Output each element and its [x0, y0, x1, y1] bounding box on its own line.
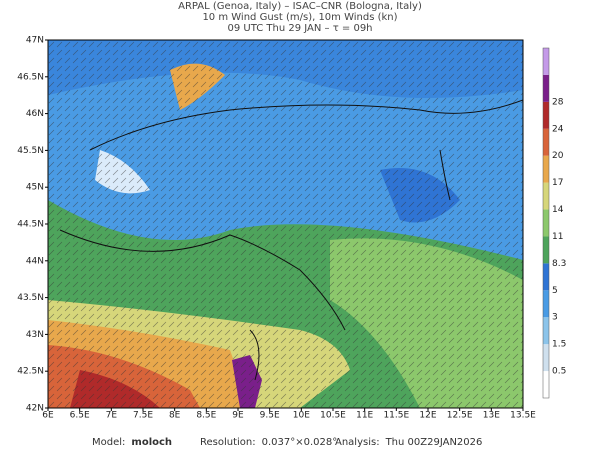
- wind-field: [48, 40, 523, 408]
- lon-label: 10E: [293, 411, 310, 421]
- lon-label: 8E: [169, 411, 181, 421]
- footer-key: Analysis:: [335, 437, 380, 448]
- lon-label: 6.5E: [70, 411, 90, 421]
- colorbar-label: 8.3: [552, 259, 566, 269]
- colorbar-band: [543, 209, 549, 237]
- lon-label: 11E: [356, 411, 373, 421]
- lon-label: 9.5E: [260, 411, 280, 421]
- colorbar-label: 24: [552, 124, 564, 134]
- header-line: 10 m Wind Gust (m/s), 10m Winds (kn): [202, 12, 397, 23]
- colorbar-label: 3: [552, 313, 558, 323]
- lon-label: 7E: [106, 411, 118, 421]
- wind-barbs: [48, 40, 523, 408]
- lon-label: 8.5E: [196, 411, 216, 421]
- lon-label: 13E: [483, 411, 500, 421]
- lon-label: 10.5E: [320, 411, 346, 421]
- lat-label: 42N: [26, 404, 44, 414]
- colorbar-label: 14: [552, 205, 564, 215]
- colorbar-band: [543, 236, 549, 264]
- colorbar-label: 28: [552, 97, 564, 107]
- lon-label: 13.5E: [510, 411, 536, 421]
- colorbar-label: 20: [552, 151, 564, 161]
- colorbar-band: [543, 263, 549, 291]
- colorbar-band: [543, 182, 549, 210]
- lat-label: 43.5N: [17, 293, 44, 303]
- colorbar-label: 1.5: [552, 340, 566, 350]
- lat-label: 45N: [26, 183, 44, 193]
- footer-key: Resolution:: [200, 437, 256, 448]
- lat-label: 42.5N: [17, 367, 44, 377]
- footer-value: 0.037°×0.028°: [262, 437, 338, 448]
- footer-value: moloch: [131, 437, 172, 448]
- lat-label: 43N: [26, 330, 44, 340]
- lon-label: 12E: [419, 411, 436, 421]
- colorbar-band: [543, 74, 549, 102]
- colorbar-label: 17: [552, 178, 563, 188]
- lon-label: 9E: [232, 411, 244, 421]
- lat-label: 46.5N: [17, 72, 44, 82]
- lat-label: 44N: [26, 256, 44, 266]
- header-line: ARPAL (Genoa, Italy) – ISAC–CNR (Bologna…: [178, 1, 422, 12]
- colorbar-band: [543, 344, 549, 372]
- colorbar-label: 5: [552, 286, 558, 296]
- footer-key: Model:: [92, 437, 125, 448]
- footer-value: Thu 00Z29JAN2026: [385, 437, 483, 448]
- colorbar-band: [543, 128, 549, 156]
- colorbar-band: [543, 155, 549, 183]
- lat-label: 44.5N: [17, 220, 44, 230]
- lon-label: 11.5E: [383, 411, 409, 421]
- lat-label: 46N: [26, 109, 44, 119]
- lon-label: 6E: [42, 411, 54, 421]
- colorbar-label: 11: [552, 232, 563, 242]
- colorbar-frame: [542, 47, 550, 399]
- coastline: [59, 99, 523, 381]
- lat-label: 47N: [26, 36, 44, 46]
- lon-label: 12.5E: [447, 411, 473, 421]
- colorbar-label: 0.5: [552, 367, 566, 377]
- colorbar: 0.5 1.5 3 5 8.3 11 14 17 20 24 28: [543, 48, 566, 398]
- colorbar-band: [543, 290, 549, 318]
- colorbar-band: [543, 371, 549, 398]
- colorbar-band: [543, 48, 549, 75]
- header-line: 09 UTC Thu 29 JAN – τ = 09h: [227, 23, 372, 34]
- colorbar-band: [543, 317, 549, 345]
- lon-label: 7.5E: [133, 411, 153, 421]
- colorbar-band: [543, 101, 549, 129]
- lat-label: 45.5N: [17, 146, 44, 156]
